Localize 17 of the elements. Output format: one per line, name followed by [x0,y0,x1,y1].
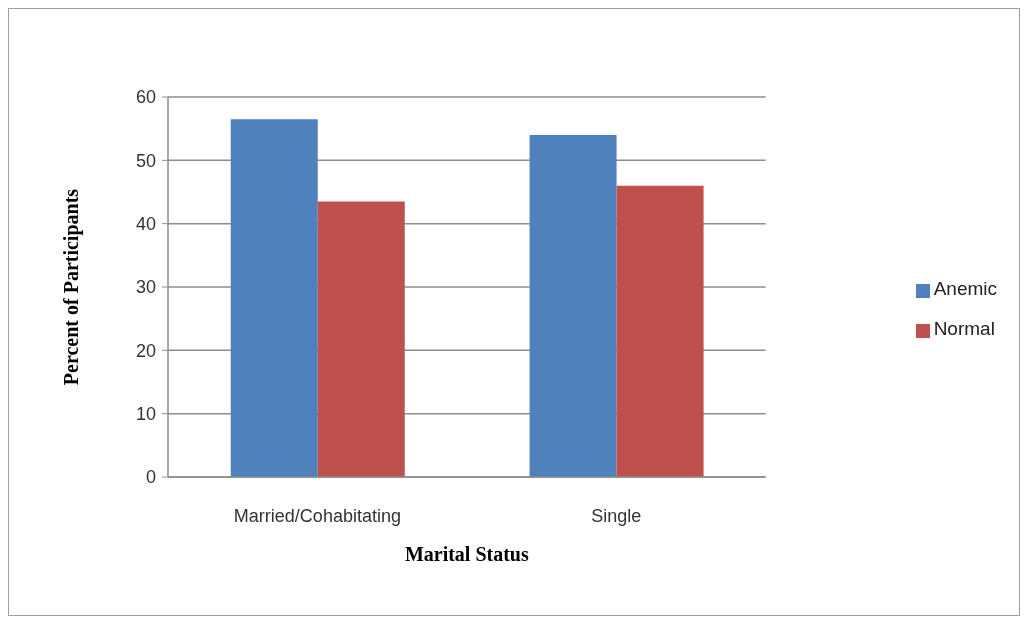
y-tick-label: 0 [145,467,156,488]
y-tick-label: 50 [135,150,156,171]
legend-label: Anemic [933,278,997,299]
bar [529,135,617,477]
x-axis-title: Marital Status [404,543,529,565]
bar [317,201,405,477]
bar [616,185,704,477]
y-tick-label: 60 [135,87,156,108]
x-tick-label: Married/Cohabitating [233,505,401,526]
y-tick-label: 40 [135,214,156,235]
y-tick-label: 30 [135,277,156,298]
y-axis-title: Percent of Participants [60,188,84,386]
x-tick-label: Single [591,505,642,526]
bar [230,119,318,477]
y-tick-label: 20 [135,340,156,361]
y-tick-label: 10 [135,404,156,425]
legend-label: Normal [933,318,995,339]
